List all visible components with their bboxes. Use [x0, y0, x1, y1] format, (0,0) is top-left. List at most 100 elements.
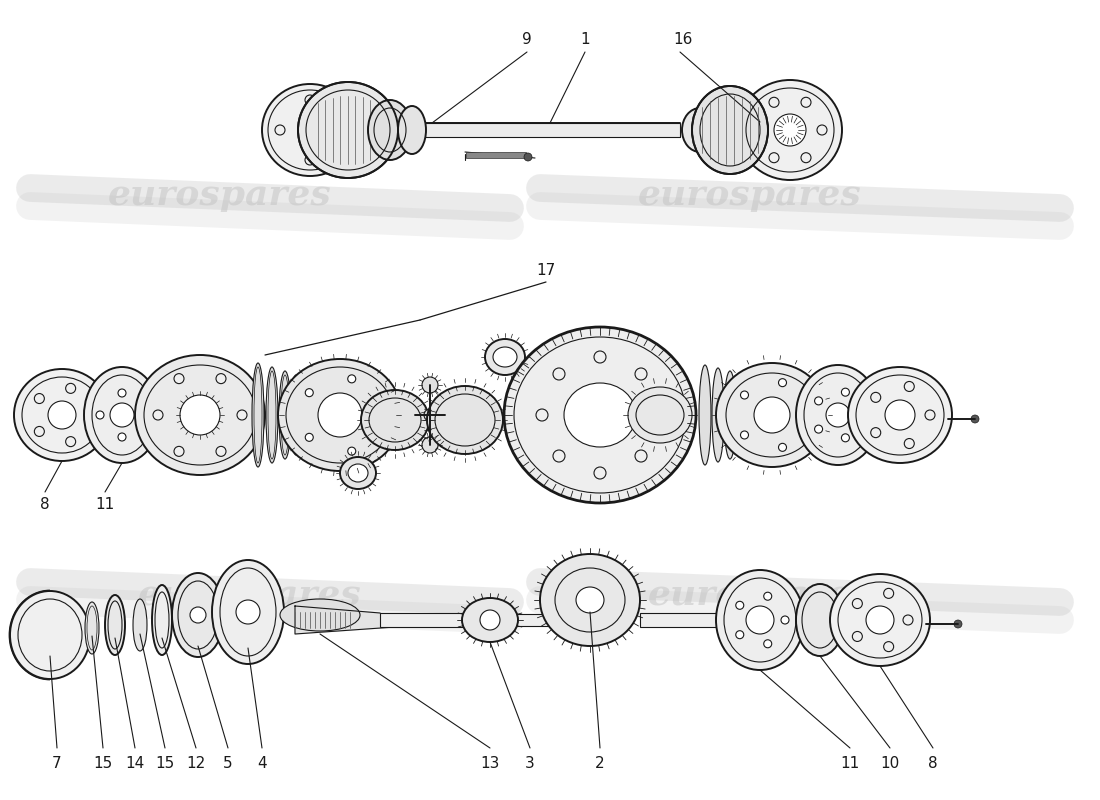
Text: 15: 15: [94, 756, 112, 771]
Circle shape: [118, 389, 127, 397]
Ellipse shape: [712, 368, 724, 462]
Ellipse shape: [427, 386, 503, 454]
Bar: [422, 123, 680, 137]
Ellipse shape: [84, 367, 160, 463]
Circle shape: [275, 125, 285, 135]
Ellipse shape: [698, 365, 711, 465]
Circle shape: [763, 640, 772, 648]
Circle shape: [305, 95, 315, 105]
Ellipse shape: [796, 584, 844, 656]
Text: 3: 3: [525, 756, 535, 771]
Circle shape: [424, 409, 436, 421]
Circle shape: [954, 620, 962, 628]
Ellipse shape: [826, 403, 850, 427]
Text: 9: 9: [522, 32, 532, 47]
Ellipse shape: [266, 367, 278, 463]
Circle shape: [85, 410, 95, 420]
Ellipse shape: [746, 606, 774, 634]
Ellipse shape: [462, 598, 518, 642]
Ellipse shape: [564, 383, 636, 447]
Circle shape: [306, 389, 313, 397]
Circle shape: [858, 411, 866, 419]
Ellipse shape: [252, 363, 264, 467]
Ellipse shape: [692, 86, 768, 174]
Circle shape: [422, 437, 438, 453]
Circle shape: [740, 391, 748, 399]
Text: 1: 1: [580, 32, 590, 47]
Bar: [640, 613, 730, 627]
Text: 14: 14: [125, 756, 144, 771]
Circle shape: [118, 433, 127, 441]
Circle shape: [306, 434, 313, 442]
Circle shape: [769, 153, 779, 162]
Circle shape: [883, 642, 893, 652]
Circle shape: [801, 153, 811, 162]
Ellipse shape: [682, 108, 718, 152]
Bar: [512, 614, 592, 626]
Ellipse shape: [886, 400, 915, 430]
Text: 16: 16: [673, 32, 693, 47]
Circle shape: [96, 411, 104, 419]
Ellipse shape: [48, 401, 76, 429]
Circle shape: [216, 374, 225, 384]
Text: 12: 12: [186, 756, 206, 771]
Ellipse shape: [135, 355, 265, 475]
Ellipse shape: [298, 82, 398, 178]
Ellipse shape: [734, 374, 746, 456]
Ellipse shape: [716, 363, 828, 467]
Ellipse shape: [290, 375, 303, 455]
Text: 8: 8: [928, 756, 938, 771]
Ellipse shape: [628, 387, 692, 443]
Circle shape: [842, 388, 849, 396]
Circle shape: [763, 592, 772, 600]
Circle shape: [817, 125, 827, 135]
Circle shape: [971, 415, 979, 423]
Ellipse shape: [300, 379, 312, 451]
Text: 8: 8: [41, 497, 50, 512]
Ellipse shape: [576, 587, 604, 613]
Circle shape: [652, 409, 664, 421]
Ellipse shape: [738, 80, 842, 180]
Circle shape: [754, 125, 763, 135]
Ellipse shape: [716, 570, 804, 670]
Circle shape: [736, 630, 744, 638]
Ellipse shape: [10, 591, 90, 679]
Circle shape: [883, 588, 893, 598]
Circle shape: [524, 153, 532, 161]
Circle shape: [153, 410, 163, 420]
Circle shape: [904, 382, 914, 391]
Circle shape: [374, 411, 382, 419]
Circle shape: [802, 411, 810, 419]
Text: 13: 13: [481, 756, 499, 771]
Ellipse shape: [480, 610, 501, 630]
Ellipse shape: [278, 359, 402, 471]
Ellipse shape: [110, 403, 134, 427]
Circle shape: [815, 425, 823, 433]
Ellipse shape: [85, 602, 99, 654]
Circle shape: [635, 368, 647, 380]
Circle shape: [779, 443, 786, 451]
Circle shape: [174, 374, 184, 384]
Ellipse shape: [152, 585, 172, 655]
Text: 11: 11: [96, 497, 114, 512]
Circle shape: [216, 446, 225, 456]
Circle shape: [635, 450, 647, 462]
Circle shape: [174, 446, 184, 456]
Circle shape: [779, 378, 786, 386]
Circle shape: [904, 438, 914, 449]
Text: 7: 7: [52, 756, 62, 771]
Circle shape: [925, 410, 935, 420]
Polygon shape: [295, 606, 395, 634]
Circle shape: [348, 375, 355, 383]
Ellipse shape: [540, 554, 640, 646]
Bar: [466, 152, 526, 158]
Ellipse shape: [104, 595, 125, 655]
Text: eurospares: eurospares: [638, 178, 862, 212]
Ellipse shape: [724, 371, 736, 459]
Ellipse shape: [398, 106, 426, 154]
Circle shape: [305, 155, 315, 165]
Ellipse shape: [318, 393, 362, 437]
Ellipse shape: [180, 395, 220, 435]
Text: eurospares: eurospares: [108, 178, 332, 212]
Circle shape: [842, 434, 849, 442]
